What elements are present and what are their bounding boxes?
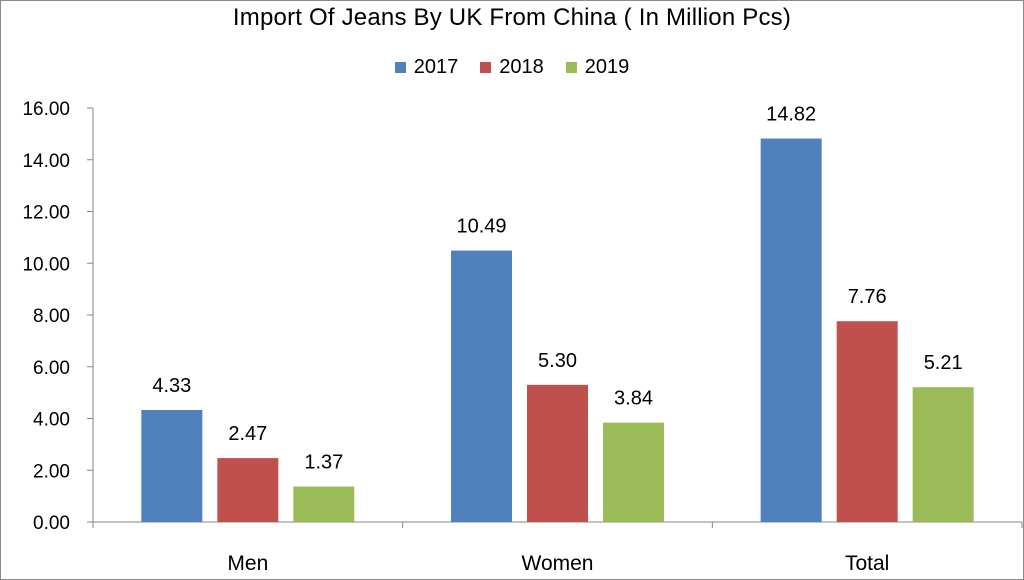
y-tick-label: 4.00 (33, 410, 70, 431)
data-label: 5.30 (538, 350, 577, 372)
y-tick-label: 14.00 (22, 151, 70, 172)
y-tick-label: 0.00 (33, 513, 70, 534)
legend-label-series-3: 2019 (584, 56, 630, 78)
legend-swatch-series-1 (394, 62, 406, 73)
legend-swatch-series-3 (565, 62, 577, 73)
chart-legend: 2017 2018 2019 (0, 56, 1024, 79)
data-label: 7.76 (848, 286, 887, 308)
legend-item-series-1: 2017 (394, 56, 459, 79)
bar (527, 384, 588, 522)
y-tick-label: 8.00 (33, 306, 70, 327)
legend-item-series-2: 2018 (480, 56, 544, 79)
bar (293, 486, 355, 522)
y-tick-label: 10.00 (22, 254, 70, 275)
legend-label-series-2: 2018 (499, 56, 544, 78)
x-category-label: Women (522, 552, 594, 575)
x-category-label: Men (227, 552, 268, 575)
chart-title: Import Of Jeans By UK From China ( In Mi… (232, 4, 792, 31)
bar (760, 138, 822, 522)
y-tick-label: 2.00 (33, 461, 70, 482)
y-tick-label: 12.00 (22, 203, 70, 224)
y-tick-label: 16.00 (22, 99, 70, 120)
x-category-label: Total (845, 552, 889, 575)
legend-item-series-3: 2019 (565, 56, 630, 79)
data-label: 14.82 (766, 104, 816, 126)
data-label: 1.37 (304, 452, 343, 474)
data-label: 10.49 (456, 216, 506, 238)
data-label: 3.84 (614, 388, 653, 410)
bar (836, 321, 898, 522)
legend-swatch-series-2 (480, 62, 492, 73)
y-tick-label: 6.00 (33, 358, 70, 379)
bar (603, 422, 664, 522)
data-label: 4.33 (152, 375, 191, 397)
bar (141, 409, 203, 522)
data-label: 5.21 (924, 352, 963, 374)
legend-label-series-1: 2017 (413, 56, 459, 78)
bar (912, 387, 974, 522)
bar (217, 458, 279, 522)
bar (451, 250, 512, 523)
data-label: 2.47 (228, 423, 267, 445)
